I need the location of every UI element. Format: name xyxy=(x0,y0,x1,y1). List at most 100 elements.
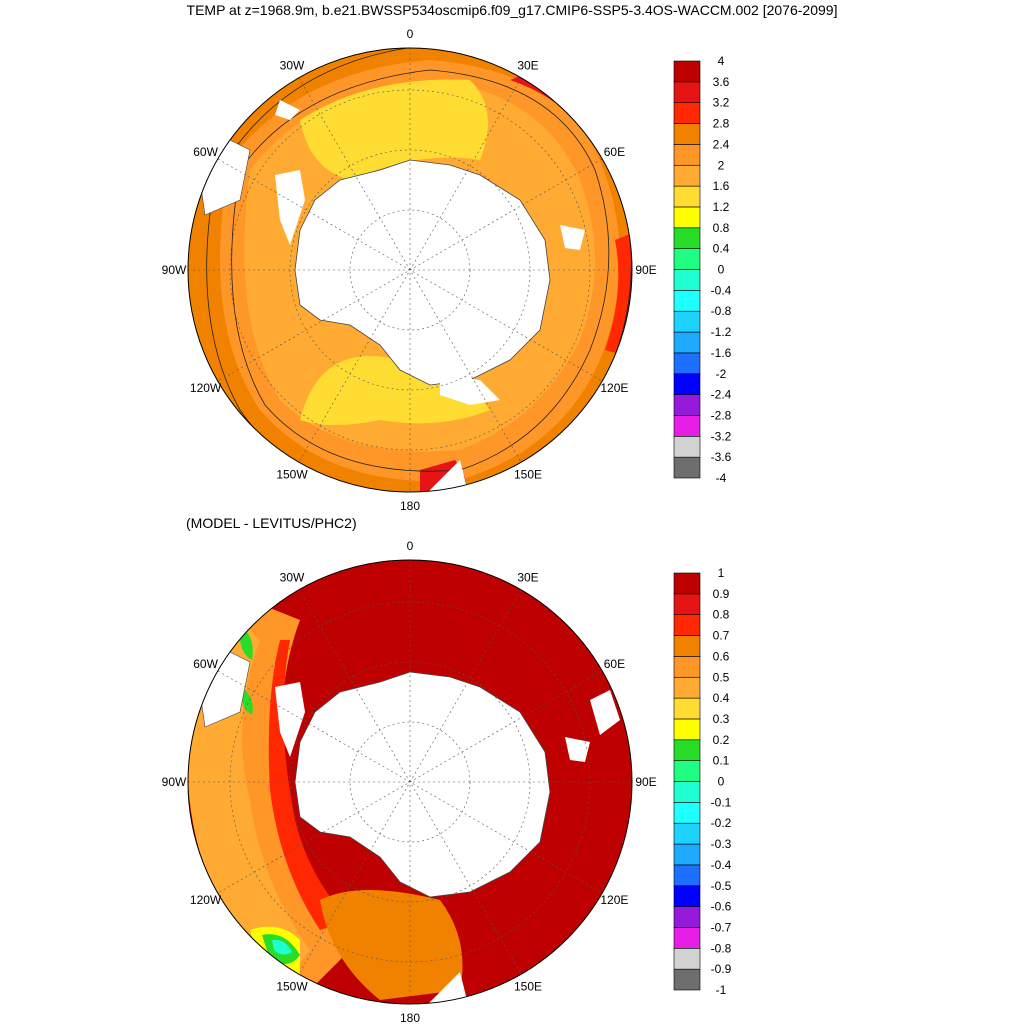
top-lon-label: 150E xyxy=(514,467,542,481)
bottom-lon-label: 120W xyxy=(190,893,222,907)
bottom-colorbar-box xyxy=(673,635,701,657)
top-colorbar-box xyxy=(673,435,701,458)
top-colorbar-tick-label: -2 xyxy=(716,367,727,381)
top-colorbar-tick-label: -1.6 xyxy=(711,346,732,360)
top-colorbar-box xyxy=(673,290,701,312)
top-colorbar-tick-label: -4 xyxy=(716,471,727,485)
top-colorbar-box xyxy=(673,81,701,103)
bottom-colorbar-box xyxy=(673,906,701,928)
bottom-lon-label: 150W xyxy=(276,979,308,993)
top-colorbar-box xyxy=(673,60,701,83)
bottom-colorbar-tick-label: -0.8 xyxy=(711,941,732,955)
bottom-colorbar-box xyxy=(673,572,701,595)
bottom-colorbar-tick-label: 0.8 xyxy=(713,608,730,622)
top-lon-label: 60E xyxy=(604,145,625,159)
top-colorbar-tick-label: 1.6 xyxy=(713,179,730,193)
top-colorbar-tick-label: -1.2 xyxy=(711,325,732,339)
bottom-colorbar-box xyxy=(673,927,701,949)
bottom-lon-label: 60E xyxy=(604,657,625,671)
bottom-colorbar-box xyxy=(673,802,701,824)
top-map-border xyxy=(187,47,633,493)
top-colorbar-tick-label: 3.6 xyxy=(713,75,730,89)
top-lon-label: 90W xyxy=(162,263,187,277)
top-lon-label: 120E xyxy=(600,381,628,395)
top-colorbar-tick-label: 4 xyxy=(718,54,725,68)
top-lon-label: 60W xyxy=(193,145,218,159)
bottom-lon-label: 30W xyxy=(280,571,305,585)
top-colorbar: 4 3.6 3.2 2.8 2.4 2 1.6 1.2 0.8 0.4 0 -0.4 -0.8 -1.2 -… xyxy=(673,54,732,485)
top-colorbar-box xyxy=(673,123,701,145)
bottom-colorbar-box xyxy=(673,718,701,741)
bottom-colorbar-tick-label: -0.4 xyxy=(711,858,732,872)
bottom-colorbar-box xyxy=(673,968,701,991)
top-colorbar-tick-label: 0.8 xyxy=(713,221,730,235)
top-colorbar-box xyxy=(673,185,701,208)
figure-title: TEMP at z=1968.9m, b.e21.BWSSP534oscmip6… xyxy=(186,2,838,18)
top-colorbar-box xyxy=(673,144,701,166)
bottom-colorbar: 1 0.9 0.8 0.7 0.6 0.5 0.4 0.3 0.2 0.1 0 -0.1 -0.2 -0.… xyxy=(673,566,732,997)
bottom-colorbar-tick-label: -0.3 xyxy=(711,837,732,851)
lower-panel-title: (MODEL - LEVITUS/PHC2) xyxy=(186,515,357,531)
top-colorbar-tick-label: 0.4 xyxy=(713,242,730,256)
top-lon-label: 150W xyxy=(276,467,308,481)
top-colorbar-box xyxy=(673,248,701,270)
top-colorbar-box xyxy=(673,206,701,229)
bottom-antarctica xyxy=(294,671,551,898)
top-yellow-ross xyxy=(300,356,490,425)
bottom-colorbar-box xyxy=(673,656,701,678)
bottom-longitude-labels: 0 30E 60E 90E 120E 150E 180 150W 120W 90W 60W 30W xyxy=(162,539,657,1024)
top-colorbar-box xyxy=(673,102,701,124)
top-colorbar-box xyxy=(673,269,701,291)
bottom-colorbar-box xyxy=(673,739,701,761)
top-lon-label: 120W xyxy=(190,381,222,395)
top-colorbar-tick-label: 3.2 xyxy=(713,96,730,110)
top-colorbar-tick-label: 1.2 xyxy=(713,200,730,214)
bottom-lon-label: 180 xyxy=(400,1011,420,1024)
bottom-colorbar-tick-label: -1 xyxy=(716,983,727,997)
bottom-colorbar-tick-label: 0.5 xyxy=(713,670,730,684)
bottom-colorbar-tick-label: 0.1 xyxy=(713,754,730,768)
bottom-colorbar-tick-label: -0.1 xyxy=(711,795,732,809)
bottom-colorbar-tick-label: -0.2 xyxy=(711,816,732,830)
bottom-colorbar-box xyxy=(673,614,701,636)
top-lon-label: 180 xyxy=(400,499,420,513)
bottom-lon-label: 90W xyxy=(162,775,187,789)
bottom-colorbar-tick-label: 0 xyxy=(718,775,725,789)
top-lon-label: 0 xyxy=(407,27,414,41)
top-colorbar-box xyxy=(673,456,701,479)
bottom-lon-label: 90E xyxy=(635,775,656,789)
top-colorbar-tick-label: 2.4 xyxy=(713,137,730,151)
bottom-green-patch-30w xyxy=(240,630,253,660)
bottom-colorbar-box xyxy=(673,947,701,970)
bottom-colorbar-tick-label: 0.2 xyxy=(713,733,730,747)
bottom-colorbar-box xyxy=(673,781,701,803)
top-colorbar-tick-label: -3.2 xyxy=(711,429,732,443)
bottom-colorbar-tick-label: 0.3 xyxy=(713,712,730,726)
bottom-lon-label: 30E xyxy=(517,571,538,585)
top-colorbar-box xyxy=(673,352,701,375)
bottom-lon-label: 0 xyxy=(407,539,414,553)
top-colorbar-box xyxy=(673,310,701,333)
bottom-colorbar-tick-label: 0.9 xyxy=(713,587,730,601)
bottom-colorbar-box xyxy=(673,676,701,699)
top-colorbar-box xyxy=(673,227,701,249)
top-colorbar-box xyxy=(673,331,701,354)
bottom-colorbar-tick-label: 0.4 xyxy=(713,691,730,705)
bottom-colorbar-tick-label: -0.9 xyxy=(711,962,732,976)
top-yellow-weddell xyxy=(300,79,488,180)
bottom-lon-label: 150E xyxy=(514,979,542,993)
top-map xyxy=(187,47,633,493)
top-colorbar-tick-label: 2 xyxy=(718,158,725,172)
bottom-band-0p7 xyxy=(320,890,463,1000)
bottom-colorbar-tick-label: -0.6 xyxy=(711,900,732,914)
bottom-colorbar-box xyxy=(673,885,701,907)
bottom-colorbar-box xyxy=(673,760,701,782)
top-colorbar-tick-label: 2.8 xyxy=(713,117,730,131)
bottom-colorbar-tick-label: 0.7 xyxy=(713,629,730,643)
bottom-colorbar-box xyxy=(673,843,701,866)
top-lon-label: 30E xyxy=(517,59,538,73)
top-longitude-labels: 0 30E 60E 90E 120E 150E 180 150W 120W 90W 60W 30W xyxy=(162,27,657,513)
bottom-map xyxy=(187,559,633,1005)
top-lon-label: 90E xyxy=(635,263,656,277)
bottom-colorbar-box xyxy=(673,697,701,720)
